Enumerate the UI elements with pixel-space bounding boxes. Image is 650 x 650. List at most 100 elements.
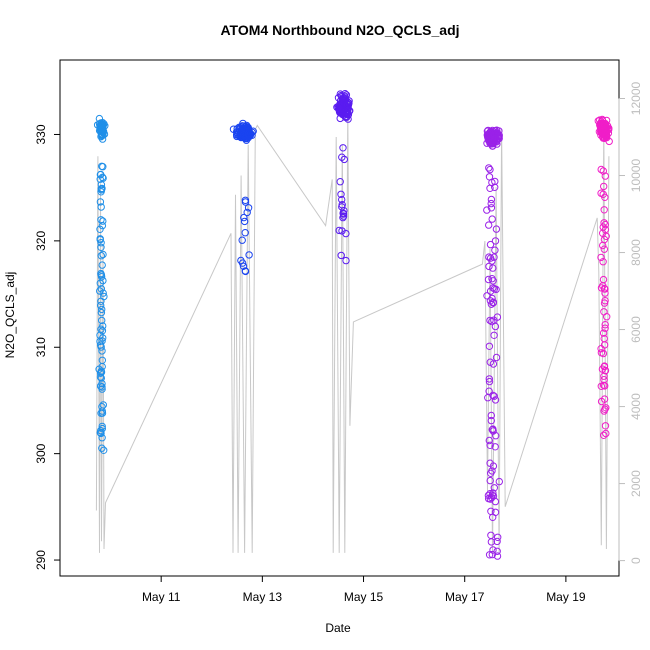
data-point — [600, 431, 608, 439]
data-point — [97, 243, 105, 252]
data-point — [337, 91, 345, 100]
data-point — [343, 100, 352, 109]
data-point — [96, 369, 105, 377]
data-point — [97, 374, 106, 382]
data-point — [485, 164, 493, 172]
data-point — [485, 551, 494, 559]
data-point — [597, 382, 605, 390]
data-point — [597, 397, 606, 406]
data-point — [489, 546, 497, 554]
data-point — [490, 285, 499, 293]
data-point — [491, 131, 499, 139]
data-point — [600, 219, 608, 227]
data-point — [97, 252, 106, 260]
data-point — [488, 426, 496, 434]
data-point — [599, 349, 608, 358]
data-point — [342, 256, 350, 265]
data-point — [98, 135, 107, 143]
data-point — [338, 195, 346, 204]
y-tick-label: 330 — [34, 124, 48, 144]
data-point — [601, 220, 609, 229]
data-point — [337, 190, 345, 199]
data-point — [96, 198, 105, 206]
data-point — [487, 538, 496, 546]
x-axis-label: Date — [325, 621, 351, 635]
data-point — [99, 217, 107, 225]
data-point — [336, 114, 344, 123]
data-point — [488, 317, 496, 326]
data-point — [98, 184, 106, 193]
data-point — [243, 208, 251, 217]
data-point — [486, 254, 495, 262]
data-point — [599, 275, 608, 284]
data-point — [486, 441, 494, 449]
data-point — [98, 434, 106, 442]
data-point — [97, 308, 106, 317]
data-point — [97, 301, 105, 310]
data-point — [487, 204, 496, 212]
data-point — [487, 199, 495, 208]
data-point — [338, 153, 346, 161]
data-point — [491, 443, 499, 451]
data-point — [493, 537, 501, 546]
altitude-layer — [95, 113, 610, 553]
y-axis-label: N2O_QCLS_adj — [3, 272, 17, 359]
data-point — [485, 262, 493, 271]
data-point — [336, 178, 344, 186]
data-point — [597, 345, 605, 353]
data-point — [484, 275, 493, 284]
data-point — [96, 287, 104, 295]
data-point — [483, 206, 491, 214]
data-point — [488, 467, 496, 475]
data-point — [600, 334, 608, 343]
data-point — [596, 116, 604, 124]
data-point — [98, 444, 106, 452]
y2-tick-label: 12000 — [629, 81, 643, 115]
data-point — [488, 215, 496, 223]
data-point — [240, 213, 248, 222]
data-point — [599, 129, 607, 137]
data-point — [491, 237, 500, 245]
data-point — [237, 256, 245, 265]
data-point — [244, 130, 253, 138]
data-point — [97, 285, 106, 293]
data-point — [599, 241, 607, 250]
data-point — [488, 275, 496, 283]
data-point — [234, 130, 242, 139]
data-point — [597, 165, 605, 174]
data-point — [484, 136, 493, 144]
data-point — [241, 229, 249, 237]
data-point — [486, 358, 494, 366]
data-point — [601, 289, 609, 297]
data-point — [240, 217, 249, 226]
data-point — [99, 174, 107, 182]
data-point — [487, 411, 495, 420]
data-point — [599, 223, 607, 231]
data-point — [489, 129, 497, 138]
data-point — [244, 204, 253, 212]
data-point — [493, 547, 501, 555]
data-point — [97, 368, 106, 376]
data-point — [490, 392, 498, 400]
y-tick-label: 320 — [34, 231, 48, 251]
y-tick-label: 290 — [34, 550, 48, 570]
data-point — [485, 253, 493, 261]
data-point — [600, 206, 608, 214]
data-point — [96, 331, 104, 339]
y-tick-label: 300 — [34, 443, 48, 463]
data-point — [601, 405, 609, 413]
y2-tick-label: 2000 — [629, 470, 643, 497]
data-point — [492, 432, 500, 440]
y-axis: 290 300 310 320 330 — [34, 124, 61, 570]
data-point — [97, 239, 105, 247]
data-point — [489, 264, 497, 272]
x-axis: May 11 May 13 May 15 May 17 May 19 — [142, 576, 586, 604]
data-point — [98, 221, 107, 230]
data-point — [599, 282, 607, 290]
data-point — [100, 446, 108, 454]
data-point — [98, 356, 107, 364]
data-point — [491, 322, 500, 331]
data-point — [601, 324, 609, 332]
data-point — [340, 207, 348, 215]
